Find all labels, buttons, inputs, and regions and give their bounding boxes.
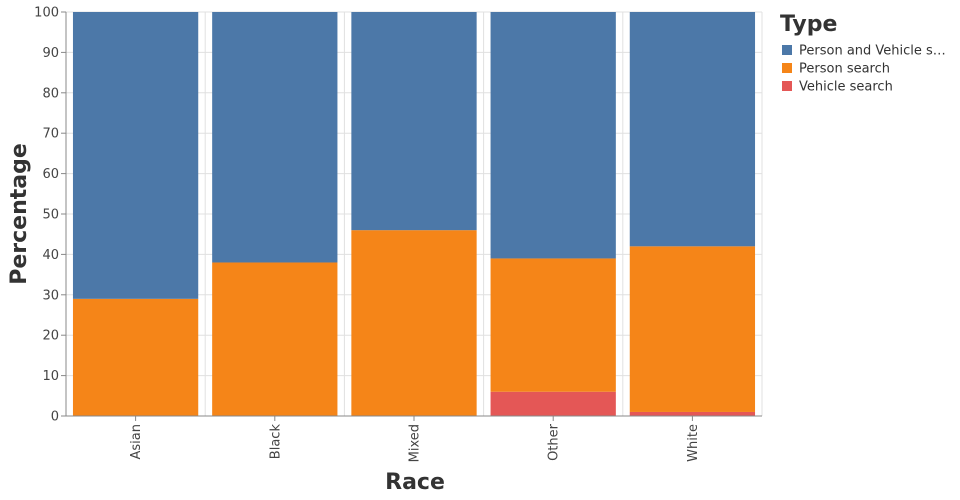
bar-segment <box>212 262 337 416</box>
x-axis-title: Race <box>385 470 445 495</box>
bar-segment <box>630 12 755 246</box>
y-tick-label: 80 <box>42 86 59 101</box>
bar-segment <box>73 12 198 299</box>
y-tick-label: 10 <box>42 369 59 384</box>
y-tick-label: 0 <box>51 410 59 425</box>
y-axis-title: Percentage <box>7 143 32 285</box>
y-tick-label: 20 <box>42 329 59 344</box>
bar-segment <box>351 12 476 230</box>
bar-segment <box>491 12 616 258</box>
bar-segment <box>491 392 616 416</box>
bars <box>73 12 755 416</box>
y-tick-label: 50 <box>42 208 59 223</box>
x-tick-label: Black <box>268 424 283 460</box>
legend: Type Person and Vehicle s… Person search V… <box>780 12 946 95</box>
y-tick-label: 60 <box>42 167 59 182</box>
legend-title: Type <box>780 12 837 37</box>
bar-segment <box>351 230 476 416</box>
bar-segment <box>491 258 616 391</box>
y-tick-label: 30 <box>42 288 59 303</box>
y-tick-label: 90 <box>42 46 59 61</box>
legend-swatch <box>782 45 792 55</box>
x-tick-label: Asian <box>129 424 144 459</box>
bar-segment <box>73 299 198 416</box>
y-tick-label: 70 <box>42 127 59 142</box>
bar-segment <box>630 412 755 416</box>
legend-swatch <box>782 63 792 73</box>
x-tick-label: White <box>686 424 701 462</box>
legend-label: Person search <box>799 62 890 77</box>
y-tick-label: 100 <box>34 6 59 21</box>
bar-segment <box>212 12 337 262</box>
bar-segment <box>630 246 755 412</box>
legend-label: Person and Vehicle s… <box>799 44 946 59</box>
legend-swatch <box>782 81 792 91</box>
legend-label: Vehicle search <box>799 80 893 95</box>
y-tick-label: 40 <box>42 248 59 263</box>
x-tick-label: Mixed <box>408 424 423 462</box>
x-tick-label: Other <box>547 423 562 461</box>
